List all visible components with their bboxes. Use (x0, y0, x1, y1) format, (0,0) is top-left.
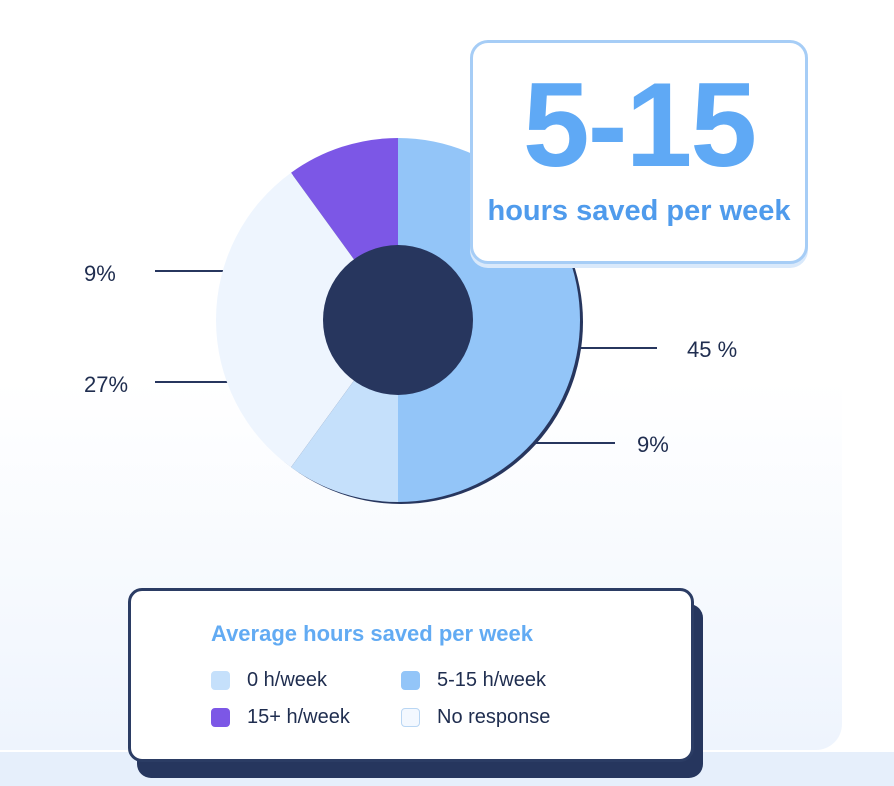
legend-swatch (401, 671, 420, 690)
pie-center (323, 245, 473, 395)
legend-item-label: 5-15 h/week (437, 669, 546, 691)
highlight-number: 5-15 (522, 58, 757, 192)
legend-item-5-15h: 5-15 h/week (401, 669, 546, 692)
slice-label-0: 9% (84, 261, 116, 286)
legend-item-label: No response (437, 706, 551, 728)
slice-label-5-15: 45 % (687, 337, 738, 362)
legend-swatch (211, 708, 230, 727)
legend-swatch (401, 708, 420, 727)
legend-item-label: 0 h/week (247, 669, 328, 691)
legend-item-0h: 0 h/week (211, 669, 327, 692)
legend-item-15plus: 15+ h/week (211, 706, 350, 729)
slice-label-15-plus: 9% (637, 432, 669, 457)
pie-slice-2 (215, 172, 398, 468)
legend: Average hours saved per week 0 h/week 5-… (128, 588, 694, 762)
highlight-card: 5-15 hours saved per week (470, 40, 808, 264)
legend-swatch (211, 671, 230, 690)
legend-title: Average hours saved per week (211, 621, 534, 646)
slice-label-no-response: 27% (84, 372, 129, 397)
legend-item-label: 15+ h/week (247, 706, 350, 728)
legend-item-no-response: No response (401, 706, 550, 729)
highlight-caption: hours saved per week (487, 195, 791, 227)
